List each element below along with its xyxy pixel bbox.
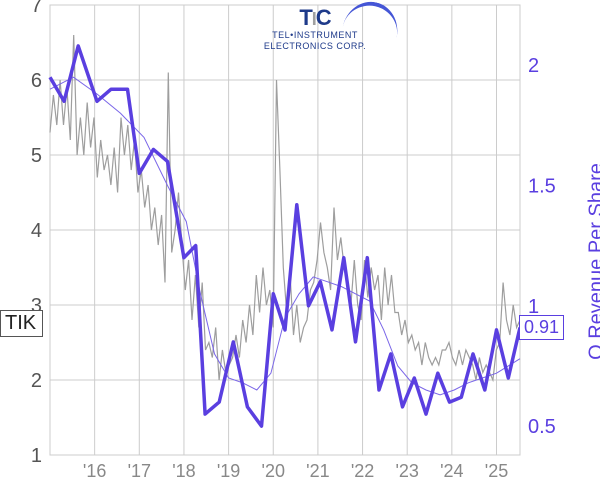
svg-text:'19: '19 [217,461,240,481]
svg-text:0.5: 0.5 [528,416,556,438]
svg-text:'20: '20 [262,461,285,481]
svg-text:'18: '18 [172,461,195,481]
ticker-box: TIK [0,310,43,337]
svg-text:'22: '22 [351,461,374,481]
svg-text:'17: '17 [128,461,151,481]
svg-text:4: 4 [31,220,42,242]
svg-text:1.5: 1.5 [528,175,556,197]
chart-svg: 12345670.511.52'16'17'18'19'20'21'22'23'… [0,0,600,500]
svg-text:7: 7 [31,0,42,17]
svg-text:1: 1 [31,445,42,467]
chart-container: 12345670.511.52'16'17'18'19'20'21'22'23'… [0,0,600,500]
svg-text:2: 2 [528,55,539,77]
svg-text:5: 5 [31,145,42,167]
svg-text:'21: '21 [306,461,329,481]
svg-text:'16: '16 [83,461,106,481]
value-box: 0.91 [519,315,564,340]
svg-text:6: 6 [31,70,42,92]
right-axis-label: Q Revenue Per Share [586,163,600,360]
svg-text:'24: '24 [440,461,463,481]
svg-text:'23: '23 [395,461,418,481]
svg-text:2: 2 [31,370,42,392]
svg-text:'25: '25 [485,461,508,481]
